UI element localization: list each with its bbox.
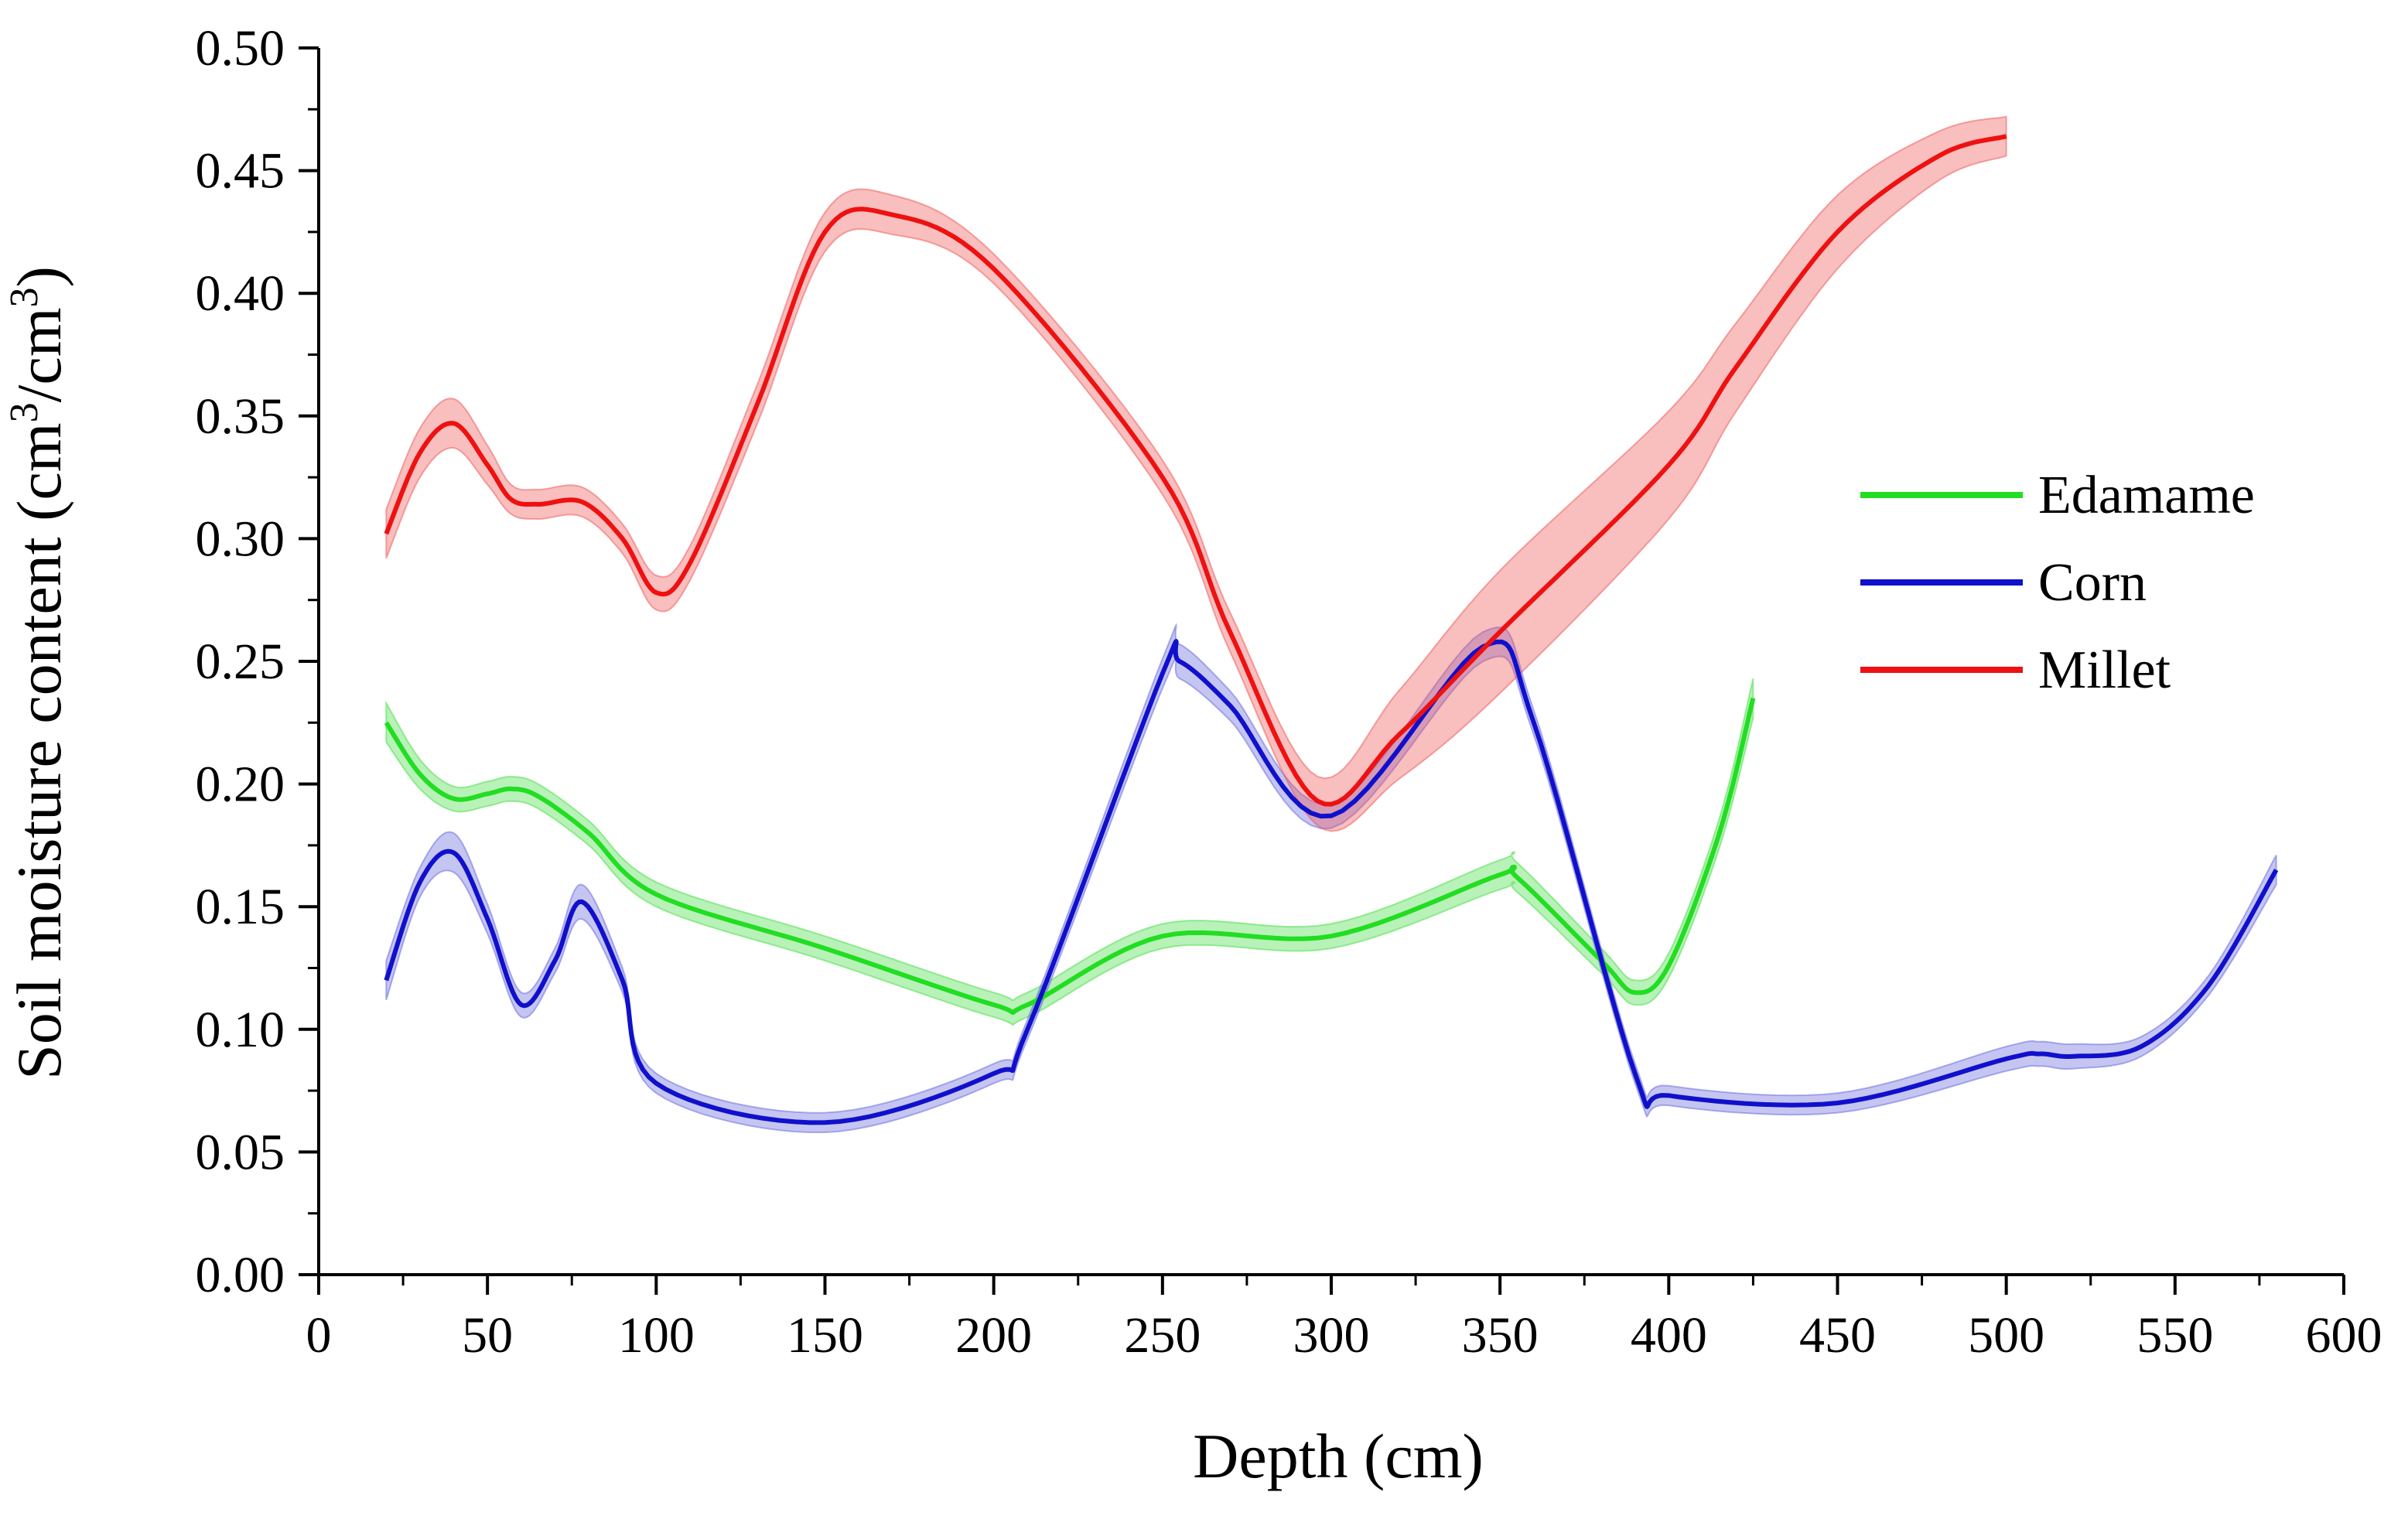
y-tick-label: 0.40 <box>196 265 285 322</box>
x-tick-label: 300 <box>1293 1307 1370 1364</box>
y-tick-label: 0.00 <box>196 1247 285 1303</box>
x-tick-label: 200 <box>955 1307 1032 1364</box>
line-corn <box>384 639 2279 1125</box>
x-tick-label: 600 <box>2306 1307 2382 1364</box>
y-tick-label: 0.30 <box>196 510 285 567</box>
y-tick-label: 0.50 <box>196 20 285 77</box>
line-edamame <box>384 697 1756 1016</box>
x-tick-label: 250 <box>1124 1307 1201 1364</box>
band-edamame <box>385 678 1754 1026</box>
y-tick-label: 0.15 <box>196 879 285 935</box>
band-corn <box>385 622 2277 1133</box>
y-tick-label: 0.20 <box>196 756 285 813</box>
legend-label-edamame: Edamame <box>2038 466 2255 525</box>
legend-label-corn: Corn <box>2038 553 2147 613</box>
x-axis-title: Depth (cm) <box>1193 1421 1484 1491</box>
x-tick-label: 0 <box>306 1307 332 1364</box>
y-tick-label: 0.25 <box>196 633 285 690</box>
x-tick-label: 500 <box>1968 1307 2044 1364</box>
x-tick-label: 150 <box>787 1307 863 1364</box>
x-tick-label: 450 <box>1799 1307 1876 1364</box>
y-tick-label: 0.05 <box>196 1124 285 1180</box>
band-millet <box>385 115 2007 832</box>
x-tick-label: 350 <box>1462 1307 1539 1364</box>
x-axis-ticks: 0 50 100 150 200 250 300 350 400 450 500 550 600 <box>306 1275 2382 1364</box>
legend: Edamame Corn Millet <box>1860 466 2255 700</box>
legend-label-millet: Millet <box>2038 640 2171 700</box>
y-axis-title: Soil moisture content (cm3/cm3) <box>2 266 74 1080</box>
confidence-bands <box>385 115 2277 1133</box>
x-tick-label: 100 <box>618 1307 695 1364</box>
x-tick-label: 550 <box>2136 1307 2213 1364</box>
x-tick-label: 400 <box>1631 1307 1707 1364</box>
y-tick-label: 0.10 <box>196 1002 285 1058</box>
x-tick-label: 50 <box>462 1307 513 1364</box>
series-lines <box>384 134 2279 1125</box>
y-tick-label: 0.35 <box>196 388 285 445</box>
y-axis-ticks: 0.00 0.05 0.10 0.15 0.20 0.25 0.30 0.35 0.40 0.45… <box>196 20 319 1303</box>
y-tick-label: 0.45 <box>196 143 285 200</box>
line-millet <box>384 134 2007 807</box>
